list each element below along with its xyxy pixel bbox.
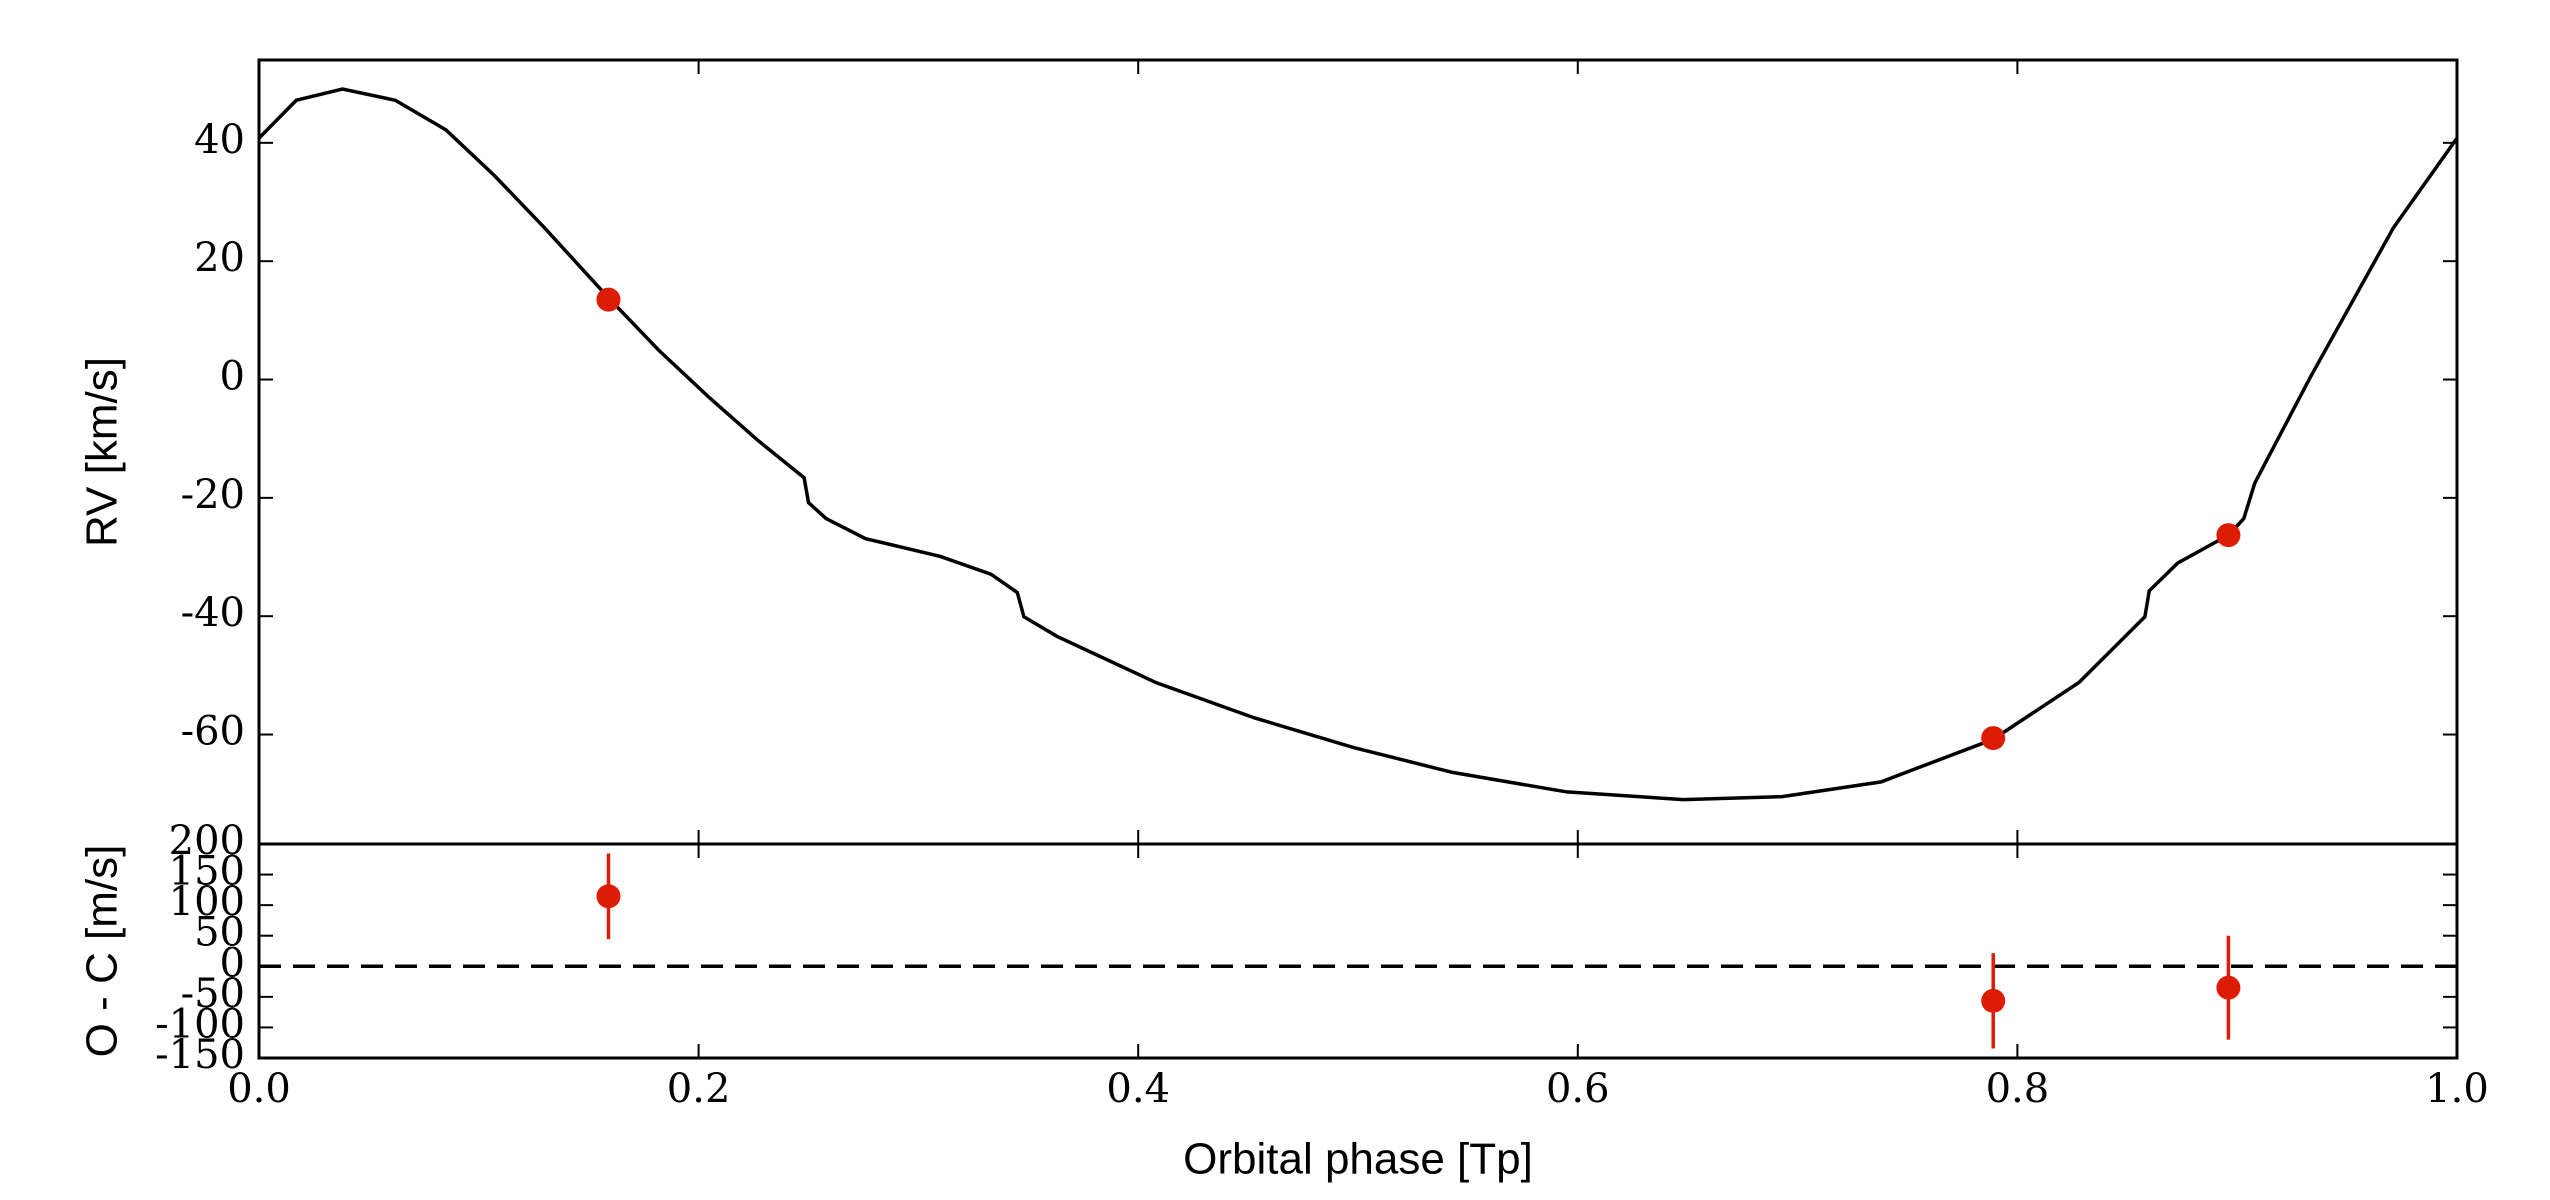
y-tick-label: 150 [169,849,245,895]
y-tick-label: -150 [155,1032,245,1078]
x-tick-label: 0.8 [1986,1066,2050,1112]
x-tick-label: 1.0 [2425,1066,2489,1112]
plot-frame [257,58,2459,846]
model-line [257,87,2459,802]
y-tick-label: -40 [181,590,245,636]
data-point [1981,726,2006,751]
x-tick-label: 0.0 [227,1066,291,1112]
y-tick-label: 100 [169,879,245,925]
y-axis-label: O - C [m/s] [78,845,127,1058]
y-tick-label: 0 [220,940,245,986]
y-tick-label: -60 [181,709,245,755]
x-tick-label: 0.2 [667,1066,731,1112]
data-point [596,287,621,312]
y-tick-label: -20 [181,472,245,518]
y-tick-label: -50 [181,971,245,1017]
residual-point [1981,988,2006,1013]
x-tick-label: 0.4 [1106,1066,1170,1112]
plot-frame [257,842,2459,1060]
y-tick-label: 0 [220,354,245,400]
residual-point [2216,975,2241,1000]
residual-point [596,884,621,909]
x-tick-label: 0.6 [1546,1066,1610,1112]
data-point [2216,523,2241,548]
y-tick-label: 20 [194,235,245,281]
y-tick-label: -100 [155,1001,245,1047]
x-axis-label: Orbital phase [Tp] [1183,1135,1533,1184]
y-tick-label: 40 [194,117,245,163]
y-axis-label: RV [km/s] [78,357,127,547]
y-tick-label: 200 [169,818,245,864]
y-tick-label: 50 [194,910,245,956]
